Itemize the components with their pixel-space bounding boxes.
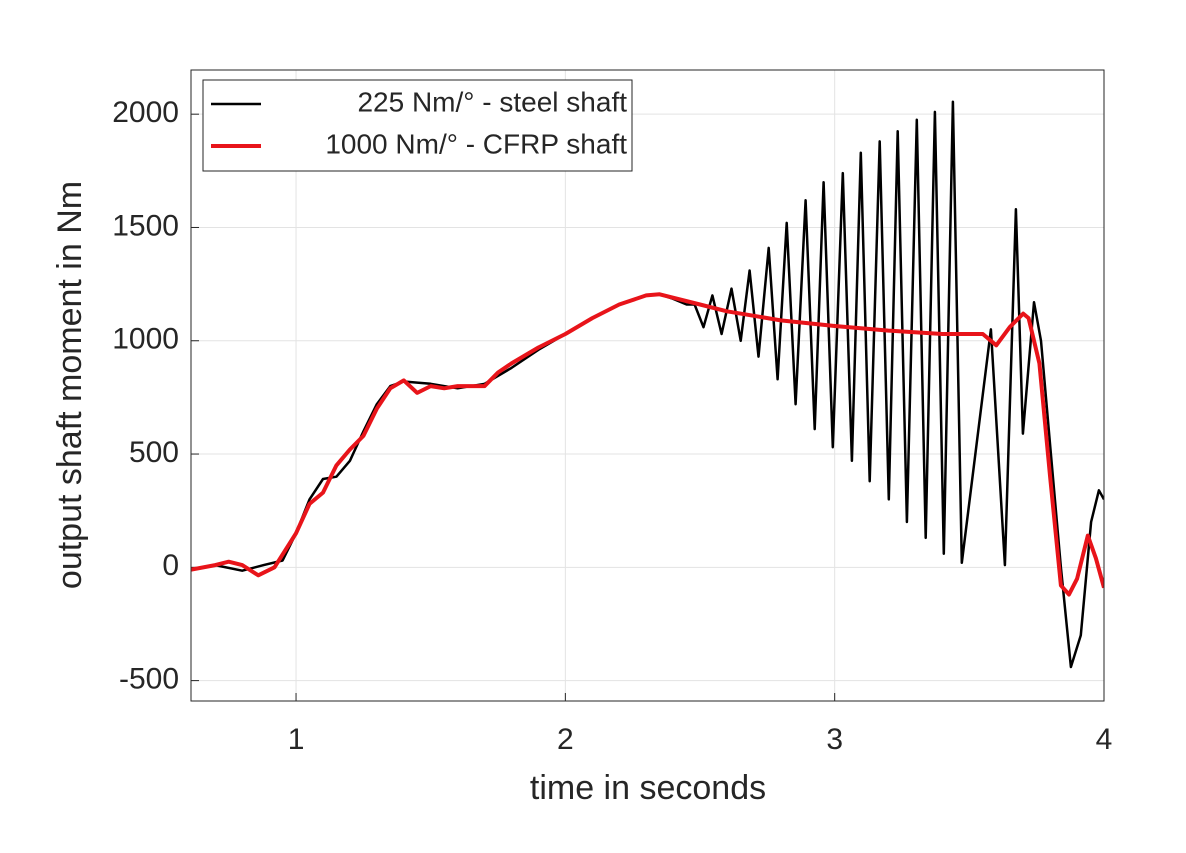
x-tick-label: 3 [826,723,843,756]
series-line [191,292,1104,597]
y-tick-label: 1500 [112,209,179,242]
legend-label: 1000 Nm/° - CFRP shaft [325,128,627,159]
y-tick-label: 0 [162,549,179,582]
y-tick-label: 1000 [112,323,179,356]
x-tick-label: 4 [1096,723,1113,756]
plot-frame [190,69,1105,702]
x-axis-label: time in seconds [530,769,766,807]
y-tick-label: 2000 [112,96,179,129]
legend-box [202,79,633,172]
series-line [191,100,1104,669]
x-tick-label: 1 [288,723,305,756]
legend-label: 225 Nm/° - steel shaft [357,86,627,117]
x-tick-label: 2 [557,723,574,756]
y-tick-label: -500 [119,663,179,696]
y-tick-label: 500 [129,436,179,469]
y-axis-label: output shaft moment in Nm [51,181,89,589]
